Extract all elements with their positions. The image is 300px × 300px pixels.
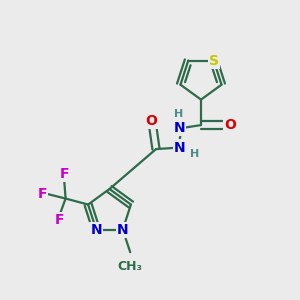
Text: N: N (91, 223, 102, 237)
Text: N: N (117, 223, 128, 237)
Text: N: N (173, 121, 185, 135)
Text: N: N (174, 141, 186, 154)
Text: CH₃: CH₃ (118, 260, 143, 273)
Text: O: O (224, 118, 236, 132)
Text: H: H (175, 109, 184, 119)
Text: F: F (59, 167, 69, 181)
Text: F: F (38, 187, 47, 201)
Text: H: H (190, 148, 200, 159)
Text: O: O (146, 114, 158, 128)
Text: F: F (55, 213, 64, 227)
Text: S: S (209, 53, 219, 68)
